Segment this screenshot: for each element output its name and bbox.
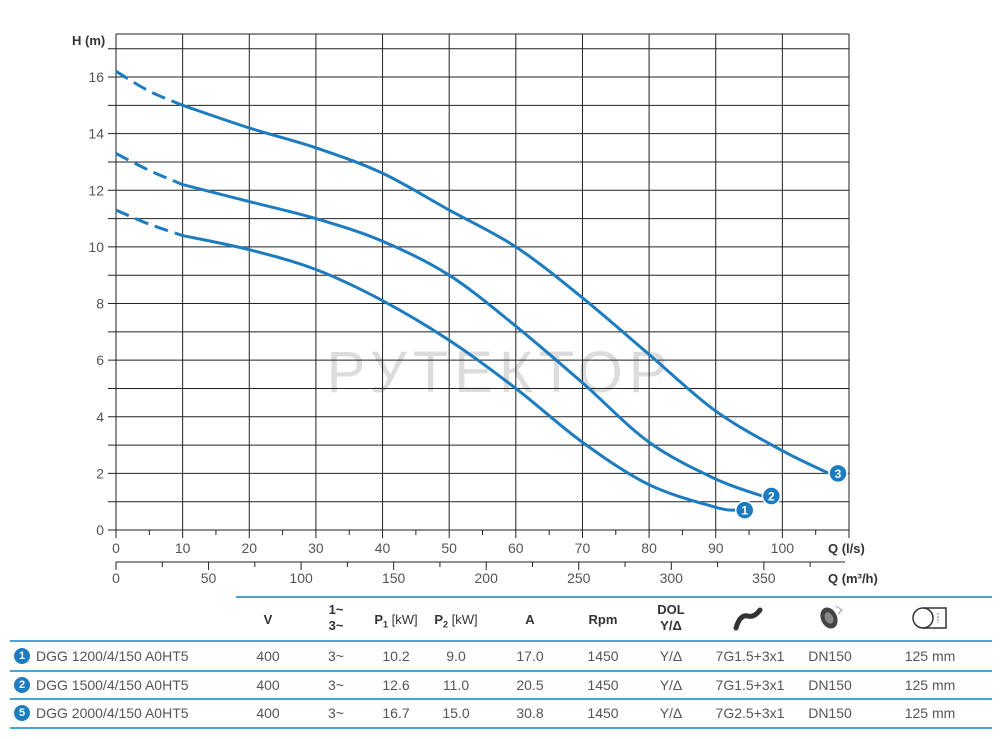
header-p1: P1 [kW] [374, 612, 418, 630]
p1: 12.6 [382, 677, 410, 693]
voltage: 400 [256, 648, 280, 664]
free-passage: 125 mm [904, 677, 956, 693]
svg-text:2: 2 [96, 465, 104, 481]
outlet-dn: DN150 [808, 677, 852, 693]
curve-1-dashed [115, 208, 184, 237]
watermark: РУТЕКТОР [327, 340, 674, 405]
svg-text:40: 40 [375, 540, 391, 556]
phase: 3~ [328, 677, 344, 693]
table-row: 5 DGG 2000/4/150 A0HT5 400 3~ 16.7 15.0 … [0, 699, 1000, 727]
svg-text:8: 8 [96, 296, 104, 312]
start-method: Y/Δ [659, 648, 683, 664]
amps: 20.5 [516, 677, 544, 693]
svg-text:250: 250 [567, 570, 591, 586]
free-passage: 125 mm [904, 705, 956, 721]
p2: 11.0 [442, 677, 470, 693]
svg-text:70: 70 [575, 540, 591, 556]
outlet-dn: DN150 [808, 648, 852, 664]
start-method: Y/Δ [659, 705, 683, 721]
amps: 17.0 [516, 648, 544, 664]
voltage: 400 [256, 677, 280, 693]
cable: 7G2.5+3x1 [715, 705, 785, 721]
curve-2 [182, 183, 763, 498]
svg-text:100: 100 [771, 540, 795, 556]
svg-text:60: 60 [508, 540, 524, 556]
amps: 30.8 [516, 705, 544, 721]
flange-icon [820, 605, 843, 629]
rpm: 1450 [587, 677, 619, 693]
start-method: Y/Δ [659, 677, 683, 693]
header-phase: 1~ 3~ [328, 602, 344, 633]
curve-badge: 2 [14, 677, 30, 693]
voltage: 400 [256, 705, 280, 721]
svg-text:20: 20 [241, 540, 257, 556]
svg-text:100: 100 [289, 570, 313, 586]
cable: 7G1.5+3x1 [715, 648, 785, 664]
svg-text:50: 50 [201, 570, 217, 586]
model-name: DGG 1200/4/150 A0HT5 [36, 648, 189, 664]
phase: 3~ [328, 705, 344, 721]
outlet-dn: DN150 [808, 705, 852, 721]
curve-2-dashed [115, 152, 184, 186]
curve-badge: 1 [14, 648, 30, 664]
curve-1 [182, 234, 736, 512]
curve-3 [182, 103, 830, 475]
svg-text:10: 10 [175, 540, 191, 556]
rpm: 1450 [587, 705, 619, 721]
phase: 3~ [328, 648, 344, 664]
p2: 9.0 [446, 648, 466, 664]
svg-text:30: 30 [308, 540, 324, 556]
svg-text:200: 200 [475, 570, 499, 586]
svg-text:3: 3 [835, 467, 842, 481]
p2: 15.0 [442, 705, 470, 721]
row-rule [10, 670, 992, 672]
svg-text:1: 1 [741, 504, 748, 518]
header-voltage: V [263, 612, 273, 627]
svg-text:4: 4 [96, 409, 104, 425]
y-axis-label: H (m) [72, 33, 105, 48]
svg-text:0: 0 [112, 570, 120, 586]
curve-badge: 5 [14, 705, 30, 721]
svg-text:50: 50 [441, 540, 457, 556]
rpm: 1450 [587, 648, 619, 664]
svg-text:90: 90 [708, 540, 724, 556]
curve-badge-3 [828, 463, 848, 484]
svg-text:12: 12 [88, 182, 104, 198]
p1: 10.2 [382, 648, 410, 664]
svg-text:300: 300 [660, 570, 684, 586]
svg-text:10: 10 [88, 239, 104, 255]
table-header-rule [10, 640, 992, 642]
svg-text:16: 16 [88, 69, 104, 85]
header-amps: A [525, 612, 535, 627]
model-name: DGG 2000/4/150 A0HT5 [36, 705, 189, 721]
table-row: 1 DGG 1200/4/150 A0HT5 400 3~ 10.2 9.0 1… [0, 642, 1000, 670]
svg-text:150: 150 [382, 570, 406, 586]
svg-text:2: 2 [768, 490, 775, 504]
table-row: 2 DGG 1500/4/150 A0HT5 400 3~ 12.6 11.0 … [0, 671, 1000, 699]
table-top-rule [236, 596, 992, 598]
x-axis-label: Q (l/s) [828, 541, 865, 556]
model-name: DGG 1500/4/150 A0HT5 [36, 677, 189, 693]
header-p2: P2 [kW] [434, 612, 478, 630]
svg-text:0: 0 [96, 522, 104, 538]
cable-icon [733, 607, 763, 631]
curve-badge-2 [761, 486, 782, 506]
cable: 7G1.5+3x1 [715, 677, 785, 693]
curve-badge-1 [734, 500, 755, 520]
svg-text:350: 350 [752, 570, 776, 586]
header-start: DOL Y/Δ [657, 602, 685, 633]
p1: 16.7 [382, 705, 410, 721]
x-axis-label-secondary: Q (m³/h) [828, 571, 878, 586]
impeller-passage-icon [912, 607, 947, 629]
table-bottom-rule [10, 727, 992, 729]
svg-text:6: 6 [96, 352, 104, 368]
curve-3-dashed [115, 70, 184, 107]
svg-text:80: 80 [641, 540, 657, 556]
header-rpm: Rpm [588, 612, 618, 627]
svg-text:0: 0 [112, 540, 120, 556]
row-rule [10, 698, 992, 700]
free-passage: 125 mm [904, 648, 956, 664]
svg-text:14: 14 [88, 126, 104, 142]
